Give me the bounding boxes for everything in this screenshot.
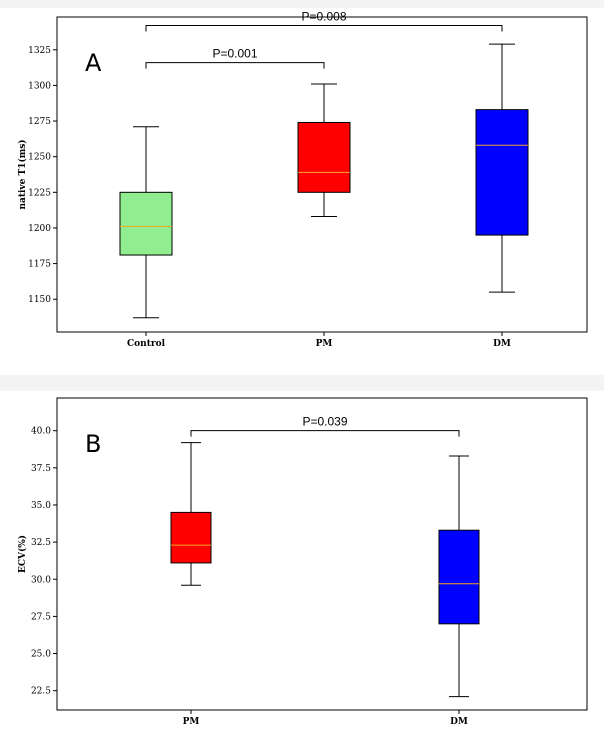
- y-tick-label: 1250: [28, 153, 51, 163]
- box-dm: [475, 43, 529, 293]
- y-tick-label: 35.0: [31, 501, 51, 511]
- x-tick-label: DM: [493, 339, 511, 349]
- p-value-label: P=0.039: [302, 415, 347, 429]
- iqr-box: [297, 121, 351, 193]
- iqr-box: [119, 191, 173, 256]
- y-tick-label: 32.5: [31, 538, 51, 548]
- separator-strip: [0, 375, 604, 391]
- p-value-label: P=0.008: [301, 10, 346, 24]
- panel-letter: A: [85, 49, 102, 77]
- y-axis-label: ECV(%): [17, 535, 28, 573]
- iqr-box: [475, 109, 529, 236]
- y-tick-label: 1225: [28, 188, 51, 198]
- y-tick-label: 27.5: [31, 612, 51, 622]
- y-tick-label: 1300: [28, 81, 51, 91]
- x-tick-label: DM: [450, 717, 468, 727]
- bracket-line: [190, 430, 460, 437]
- y-tick-label: 1325: [28, 46, 51, 56]
- panel-a: 1150 1175 1200 1225 1250 1275 1300 1325 native T…: [17, 10, 588, 349]
- y-axis-label: native T1(ms): [17, 139, 28, 209]
- panel-b: 22.5 25.0 27.5 30.0 32.5 35.0 37.5 40.0 ECV(%) PM…: [17, 397, 588, 727]
- box-pm: [170, 442, 212, 586]
- plot-frame: [56, 397, 588, 711]
- significance-bracket: P=0.001: [145, 47, 325, 69]
- y-tick-label: 1150: [28, 295, 51, 305]
- plot-frame: [56, 16, 588, 333]
- box-control: [119, 126, 173, 319]
- iqr-box: [170, 511, 212, 564]
- y-tick-label: 40.0: [31, 427, 51, 437]
- panel-letter: B: [85, 430, 101, 458]
- y-tick-label: 25.0: [31, 650, 51, 660]
- y-tick-label: 22.5: [31, 687, 51, 697]
- iqr-box: [438, 529, 480, 625]
- box-pm: [297, 83, 351, 218]
- bracket-line: [145, 25, 503, 32]
- y-tick-label: 37.5: [31, 464, 51, 474]
- p-value-label: P=0.001: [212, 47, 257, 61]
- x-tick-label: Control: [127, 339, 166, 349]
- box-dm: [438, 455, 480, 698]
- y-tick-label: 1275: [28, 117, 51, 127]
- y-tick-label: 30.0: [31, 575, 51, 585]
- x-tick-label: PM: [316, 339, 333, 349]
- bracket-line: [145, 62, 325, 69]
- y-tick-label: 1200: [28, 224, 51, 234]
- top-strip: [0, 0, 604, 8]
- significance-bracket: P=0.039: [190, 415, 460, 437]
- x-tick-label: PM: [183, 717, 200, 727]
- significance-bracket: P=0.008: [145, 10, 503, 32]
- y-tick-label: 1175: [28, 260, 51, 270]
